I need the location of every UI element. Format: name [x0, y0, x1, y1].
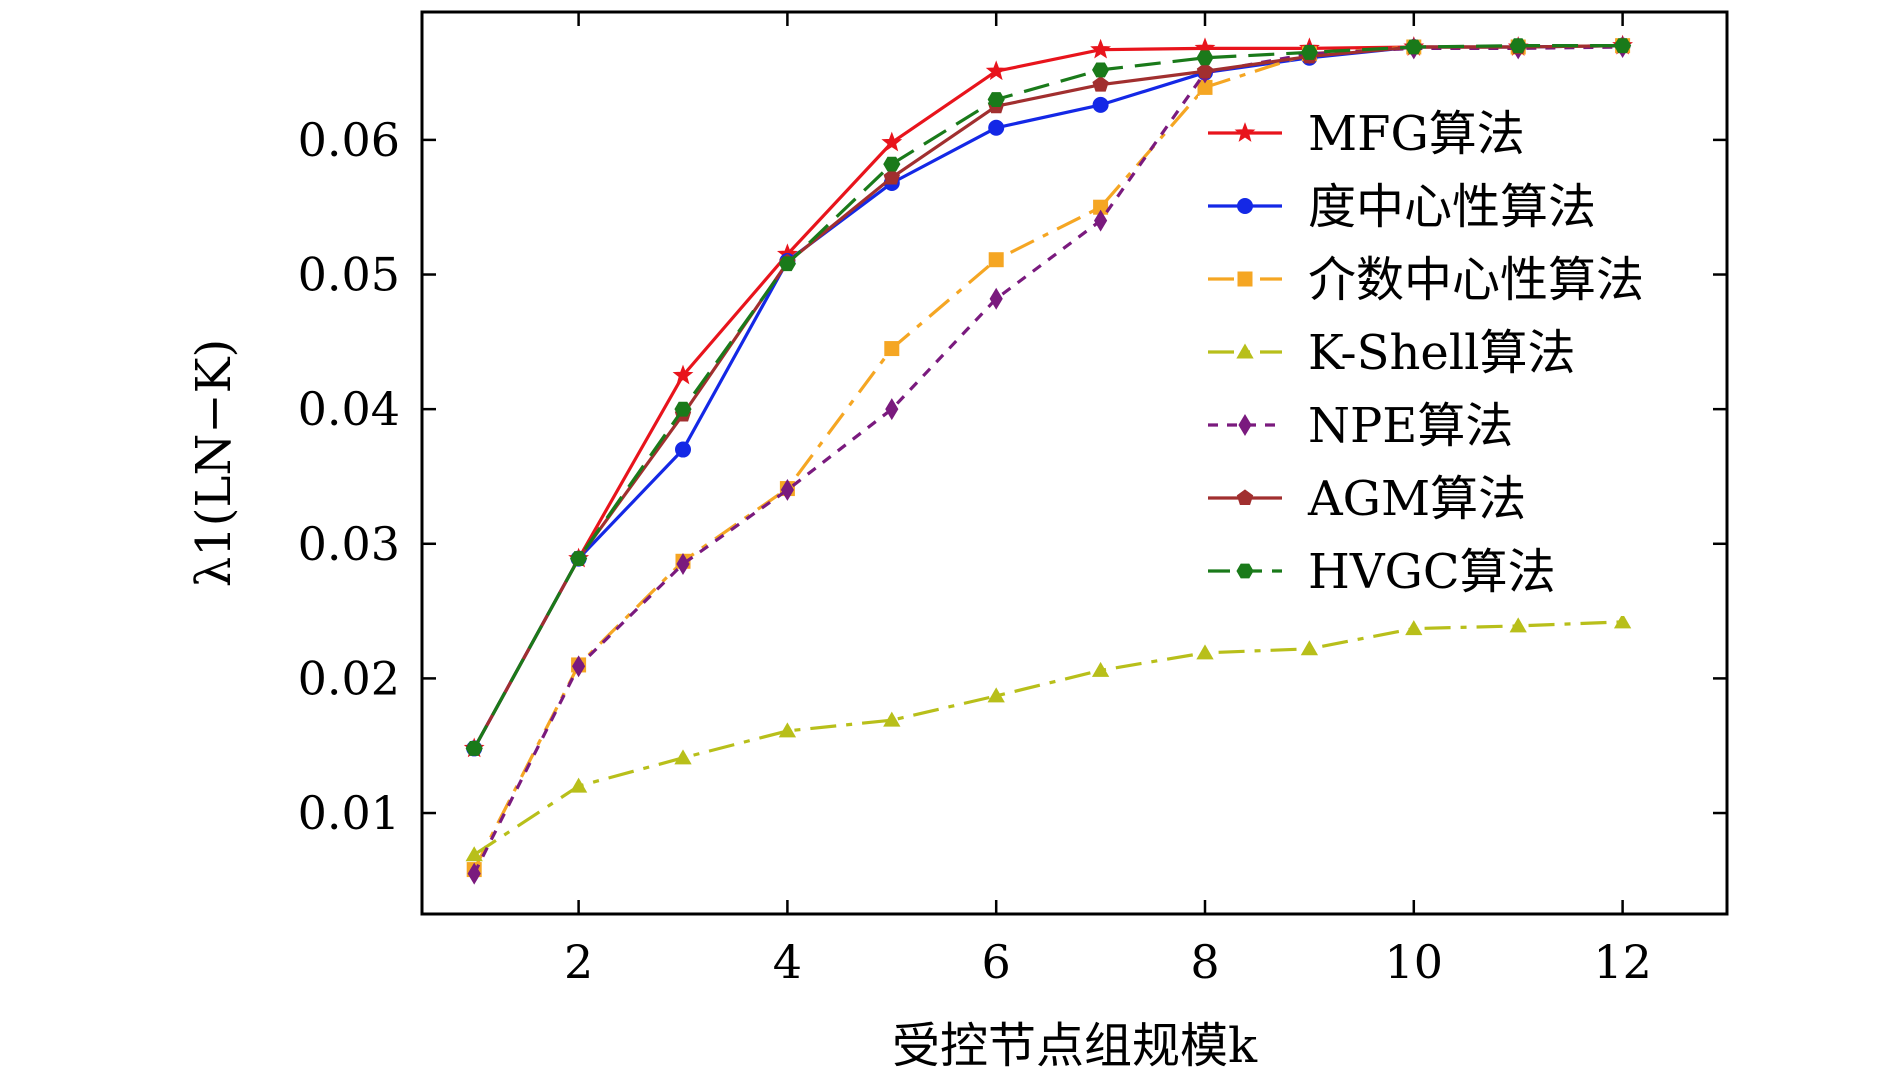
data-point [1091, 661, 1110, 677]
data-point [1092, 96, 1109, 113]
x-axis-label: 受控节点组规模k [892, 1018, 1258, 1074]
legend-marker [1236, 489, 1254, 505]
legend-entry: K-Shell算法 [1208, 325, 1576, 381]
data-point [985, 60, 1007, 81]
y-tick-label: 0.01 [298, 786, 400, 840]
data-point [1090, 38, 1111, 59]
data-point [1300, 44, 1318, 60]
data-point [778, 722, 797, 738]
data-point [881, 131, 903, 152]
series-4 [465, 613, 1632, 862]
series-line [472, 44, 1623, 750]
legend-label: 介数中心性算法 [1308, 252, 1644, 308]
legend-marker [1236, 343, 1254, 359]
x-tick-label: 10 [1385, 935, 1444, 989]
legend-background [1198, 96, 1718, 616]
data-point [988, 252, 1004, 268]
legend-entry: HVGC算法 [1208, 544, 1556, 600]
data-point [674, 401, 692, 417]
data-point [1196, 62, 1214, 79]
legend-label: HVGC算法 [1308, 544, 1556, 600]
legend-label: K-Shell算法 [1308, 325, 1576, 381]
legend-entry: NPE算法 [1208, 398, 1513, 454]
x-tick-label: 8 [1190, 935, 1219, 989]
data-point [1405, 620, 1423, 636]
data-point [1094, 209, 1108, 232]
legend-entry: 介数中心性算法 [1208, 252, 1644, 308]
data-point [570, 551, 588, 567]
data-point [780, 478, 794, 501]
series-layer [463, 34, 1633, 885]
data-point [1613, 613, 1632, 629]
y-tick-label: 0.03 [298, 517, 400, 571]
y-tick-label: 0.06 [298, 113, 400, 167]
data-point [883, 168, 900, 185]
data-point [884, 341, 900, 357]
series-line [472, 44, 1623, 750]
legend-marker [1236, 563, 1254, 579]
data-point [885, 398, 899, 421]
y-tick-label: 0.05 [298, 248, 400, 302]
data-point [465, 846, 483, 862]
data-point [1509, 617, 1527, 633]
x-tick-label: 6 [982, 935, 1011, 989]
data-point [467, 862, 481, 885]
data-point [778, 256, 796, 272]
axes: 2 4 6 8 10 12 0.01 0.02 0.03 0.04 0.05 0.06 受控节点组规模k… [186, 10, 1729, 1074]
legend-entry: 度中心性算法 [1208, 179, 1596, 235]
series-line [473, 620, 1623, 857]
plot-frame [420, 10, 1729, 916]
data-point [676, 552, 690, 575]
legend-marker [1238, 414, 1252, 436]
data-point [883, 711, 901, 727]
data-point [674, 749, 692, 765]
legend-marker [1237, 198, 1253, 214]
data-point [883, 156, 901, 172]
data-point [1092, 76, 1109, 92]
data-point [1405, 39, 1423, 55]
x-tick-label: 12 [1593, 935, 1652, 989]
legend-label: MFG算法 [1308, 106, 1525, 162]
y-tick-label: 0.02 [298, 651, 400, 705]
data-point [672, 364, 694, 385]
data-point [1509, 38, 1527, 54]
data-point [569, 777, 588, 793]
data-point [572, 655, 586, 678]
legend-entry: MFG算法 [1208, 106, 1525, 162]
y-tick-label: 0.04 [298, 382, 400, 436]
data-point [1614, 38, 1632, 54]
legend-label: NPE算法 [1308, 398, 1513, 454]
series-7 [465, 38, 1632, 756]
x-tick-label: 2 [564, 935, 593, 989]
data-point [1300, 640, 1319, 656]
data-point [989, 287, 1003, 310]
data-point [675, 441, 691, 458]
legend-entry: AGM算法 [1208, 471, 1526, 527]
legend-label: 度中心性算法 [1308, 179, 1596, 235]
data-point [1196, 644, 1214, 660]
legend-marker [1234, 122, 1256, 142]
legend-label: AGM算法 [1307, 471, 1526, 527]
data-point [987, 687, 1005, 703]
data-point [988, 119, 1005, 136]
y-axis-label: λ1(LN−K) [186, 339, 242, 587]
legend-marker [1237, 271, 1253, 287]
data-point [1196, 50, 1214, 66]
x-tick-label: 4 [773, 935, 802, 989]
series-line [472, 45, 1623, 875]
data-point [465, 740, 483, 756]
data-point [1092, 62, 1110, 78]
data-point [987, 92, 1005, 107]
